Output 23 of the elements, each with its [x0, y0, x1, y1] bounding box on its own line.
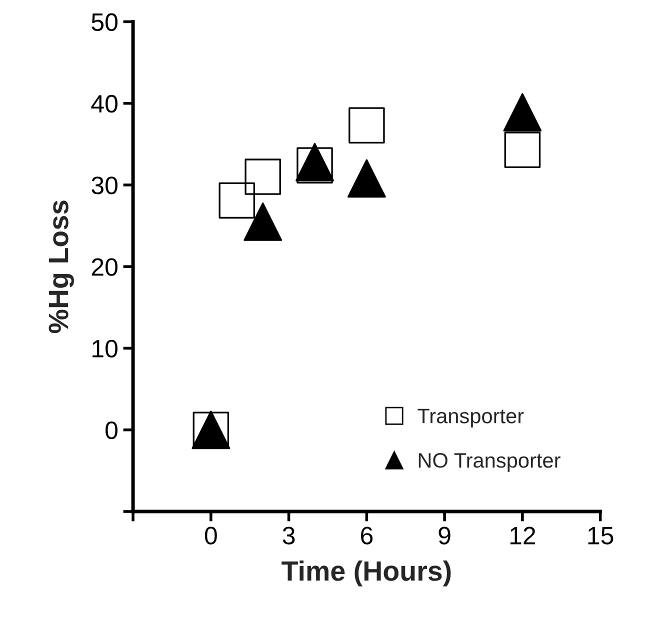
y-tick-label: 0: [106, 421, 118, 440]
point: [244, 202, 282, 241]
legend-label: NO Transporter: [418, 453, 560, 472]
x-tick-label: 12: [510, 526, 536, 544]
point: [504, 132, 541, 168]
legend-label: Transporter: [418, 408, 524, 428]
x-axis-title: Time (Hours): [282, 560, 451, 586]
y-tick-label: 10: [92, 340, 118, 358]
y-tick-label: 20: [92, 258, 118, 276]
point: [218, 182, 256, 219]
y-tick-label: 50: [92, 13, 118, 32]
y-axis-title: %Hg Loss: [48, 200, 74, 334]
point: [244, 158, 281, 195]
point: [347, 159, 386, 198]
x-tick-label: 0: [204, 526, 217, 544]
y-tick-label: 30: [92, 176, 118, 194]
point: [348, 107, 385, 144]
x-tick-label: 15: [588, 527, 614, 544]
x-tick-label: 3: [282, 526, 295, 544]
y-tick-label: 40: [91, 94, 118, 113]
x-tick-label: 6: [361, 526, 373, 544]
point: [503, 93, 542, 132]
x-tick-label: 9: [438, 526, 450, 544]
